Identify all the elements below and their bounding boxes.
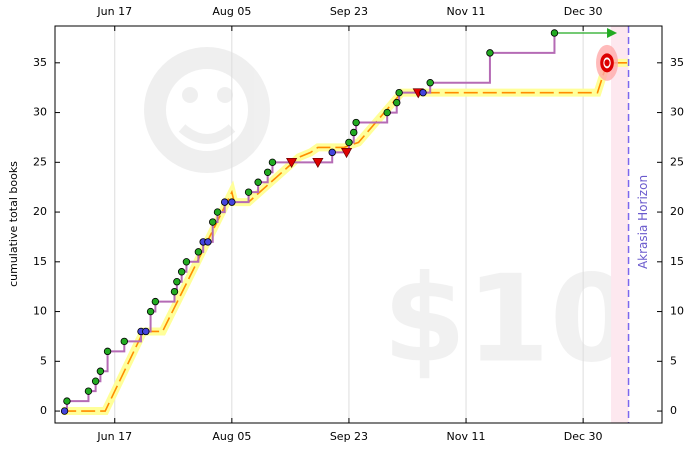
data-point — [91, 377, 100, 385]
step-line — [430, 52, 491, 84]
y-tick-label: 10 — [33, 305, 47, 318]
data-point — [194, 248, 203, 256]
data-point — [312, 157, 324, 169]
data-point — [395, 88, 403, 97]
step-line — [489, 32, 556, 54]
y-tick-label-right: 10 — [670, 305, 684, 318]
y-tick-label: 35 — [33, 56, 47, 69]
data-point — [142, 327, 150, 336]
y-tick-label: 30 — [33, 106, 47, 119]
x-tick-label-top: Dec 30 — [564, 5, 603, 18]
x-tick-label-top: Sep 23 — [330, 5, 368, 18]
data-point — [146, 307, 155, 316]
data-point — [182, 258, 191, 266]
data-point — [345, 138, 353, 147]
horizon-band — [611, 26, 629, 423]
data-point — [228, 198, 236, 206]
data-point — [352, 118, 360, 127]
x-tick-label: Sep 23 — [330, 430, 368, 443]
data-point — [220, 198, 229, 206]
data-point — [383, 108, 391, 117]
data-point — [170, 287, 179, 296]
y-tick-label-right: 15 — [670, 255, 684, 268]
y-tick-label: 25 — [33, 155, 47, 168]
y-tick-label-right: 0 — [670, 404, 677, 417]
data-point — [63, 397, 71, 405]
watermark-text: $10 — [383, 251, 634, 390]
x-tick-label: Dec 30 — [564, 430, 603, 443]
data-point — [550, 29, 559, 37]
data-point — [213, 208, 222, 216]
y-tick-label-right: 5 — [670, 354, 677, 367]
x-tick-label: Jun 17 — [96, 430, 132, 443]
y-tick-label-right: 20 — [670, 205, 684, 218]
data-point — [263, 168, 272, 176]
x-tick-label-top: Aug 05 — [212, 5, 251, 18]
y-tick-label-right: 25 — [670, 155, 684, 168]
y-tick-label-right: 30 — [670, 106, 684, 119]
data-point — [244, 188, 253, 196]
data-point — [254, 178, 262, 186]
x-tick-label: Nov 11 — [447, 430, 486, 443]
data-point — [419, 88, 427, 97]
data-point — [393, 98, 401, 107]
data-point — [84, 387, 93, 395]
x-tick-label-top: Nov 11 — [447, 5, 486, 18]
data-point — [340, 148, 353, 159]
data-point — [60, 407, 69, 415]
y-tick-label: 20 — [33, 205, 47, 218]
data-point — [103, 347, 112, 356]
akrasia-label: Akrasia Horizon — [636, 175, 650, 269]
data-point — [177, 268, 186, 276]
data-point — [173, 278, 181, 286]
data-point — [328, 148, 336, 157]
data-point — [268, 158, 277, 167]
data-point — [285, 157, 298, 169]
data-point — [426, 79, 434, 87]
data-point — [151, 297, 160, 306]
y-tick-label: 0 — [40, 404, 47, 417]
watermark-smiley — [144, 47, 270, 173]
y-tick-label: 5 — [40, 354, 47, 367]
projection-arrow — [607, 27, 618, 38]
data-point — [120, 337, 129, 346]
data-point — [209, 218, 217, 226]
data-point — [96, 367, 105, 375]
y-tick-label-right: 35 — [670, 56, 684, 69]
target-ring — [604, 59, 610, 67]
data-point — [350, 128, 358, 137]
y-tick-label: 15 — [33, 255, 47, 268]
data-point — [486, 49, 494, 57]
data-point — [204, 238, 212, 246]
y-axis-label: cumulative total books — [7, 161, 20, 287]
road-line — [62, 62, 629, 412]
x-tick-label: Aug 05 — [212, 430, 251, 443]
x-tick-label-top: Jun 17 — [96, 5, 132, 18]
plot-frame — [54, 25, 663, 424]
